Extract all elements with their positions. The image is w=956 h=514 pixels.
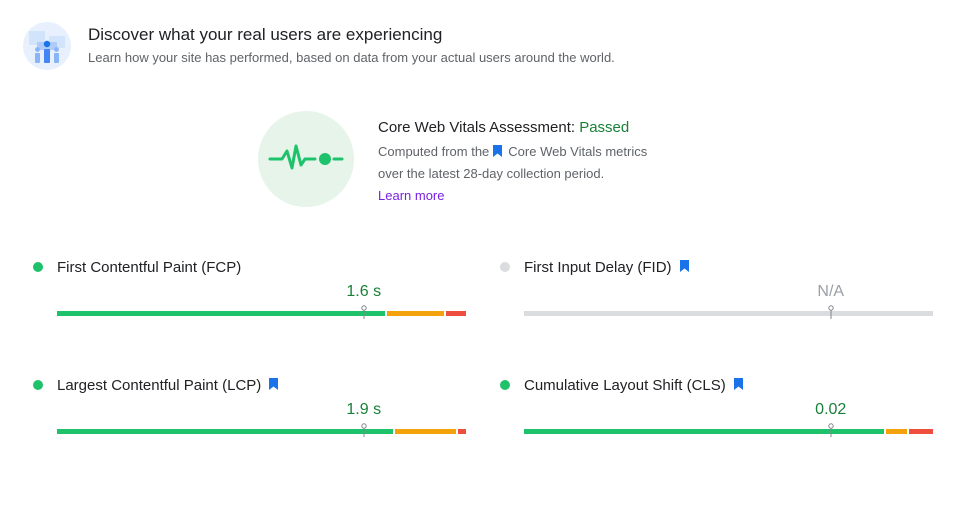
metric-distribution-bar (57, 423, 466, 437)
metric-value: 1.6 s (346, 283, 382, 300)
metric-fcp: First Contentful Paint (FCP) 1.6 s (33, 259, 473, 339)
crux-users-chart-icon (23, 22, 71, 70)
metric-label-text: Largest Contentful Paint (LCP) (57, 377, 262, 394)
bar-segment-na (524, 311, 933, 316)
metric-label-text: First Contentful Paint (FCP) (57, 259, 242, 276)
page-subtitle: Learn how your site has performed, based… (88, 50, 615, 65)
metric-cls: Cumulative Layout Shift (CLS) 0.02 (500, 377, 940, 457)
metric-lcp: Largest Contentful Paint (LCP) 1.9 s (33, 377, 473, 457)
bar-segment-poor (908, 429, 933, 434)
metric-label-text: First Input Delay (FID) (524, 259, 672, 276)
assessment-desc-part2: Core Web Vitals metrics (508, 144, 648, 159)
assessment-desc-part3: over the latest 28-day collection period… (378, 166, 605, 181)
bar-segment-poor (457, 429, 466, 434)
percentile-marker-icon (361, 305, 367, 319)
assessment-title: Core Web Vitals Assessment: Passed (378, 119, 718, 137)
metric-distribution-bar (524, 305, 933, 319)
assessment-title-prefix: Core Web Vitals Assessment: (378, 119, 580, 136)
metric-fid: First Input Delay (FID) N/A (500, 259, 940, 339)
metric-label[interactable]: Largest Contentful Paint (LCP) (57, 377, 279, 395)
bar-segment-good (57, 429, 394, 434)
metric-label-text: Cumulative Layout Shift (CLS) (524, 377, 726, 394)
field-data-header: Discover what your real users are experi… (23, 22, 923, 74)
metric-label[interactable]: First Input Delay (FID) (524, 259, 689, 277)
metric-value: N/A (817, 283, 845, 300)
assessment-badge (258, 111, 354, 207)
metric-distribution-bar (57, 305, 466, 319)
bar-segment-good (57, 311, 386, 316)
bookmark-icon (493, 145, 503, 157)
core-web-vital-bookmark-icon (679, 260, 689, 272)
metric-label[interactable]: First Contentful Paint (FCP) (57, 259, 241, 277)
metric-value: 0.02 (815, 401, 847, 418)
core-web-vital-bookmark-icon (733, 378, 743, 390)
metric-status-dot (33, 262, 43, 272)
core-web-vital-bookmark-icon (269, 378, 279, 390)
percentile-marker-icon (361, 423, 367, 437)
heartbeat-pulse-icon (268, 144, 344, 170)
metric-label[interactable]: Cumulative Layout Shift (CLS) (524, 377, 743, 395)
learn-more-link[interactable]: Learn more (378, 188, 445, 203)
percentile-marker-icon (828, 305, 834, 319)
bar-segment-good (524, 429, 885, 434)
bar-segment-poor (445, 311, 466, 316)
cwv-assessment: Core Web Vitals Assessment: Passed Compu… (258, 111, 718, 207)
metric-value: 1.9 s (346, 401, 382, 418)
assessment-desc-part1: Computed from the (378, 144, 490, 159)
page-title: Discover what your real users are experi… (88, 25, 443, 44)
metric-status-dot (500, 380, 510, 390)
bar-segment-needs-improvement (886, 429, 907, 434)
bar-segment-needs-improvement (395, 429, 456, 434)
bar-segment-needs-improvement (387, 311, 444, 316)
metric-distribution-bar (524, 423, 933, 437)
assessment-status: Passed (579, 119, 630, 136)
metric-status-dot (33, 380, 43, 390)
metric-status-dot (500, 262, 510, 272)
percentile-marker-icon (828, 423, 834, 437)
assessment-description: Computed from the Core Web Vitals metrics… (378, 141, 718, 207)
